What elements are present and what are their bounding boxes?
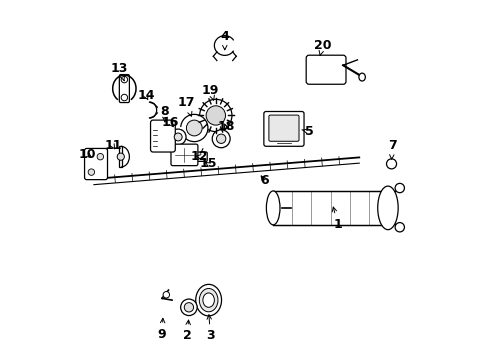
Text: 11: 11 <box>104 139 122 152</box>
Circle shape <box>186 120 202 136</box>
FancyBboxPatch shape <box>150 120 175 152</box>
Ellipse shape <box>266 191 280 225</box>
Text: 5: 5 <box>301 125 313 138</box>
Circle shape <box>180 299 197 316</box>
Circle shape <box>121 76 127 83</box>
Ellipse shape <box>203 293 214 307</box>
FancyBboxPatch shape <box>305 55 346 84</box>
Circle shape <box>206 106 225 125</box>
Text: 12: 12 <box>190 150 208 163</box>
Text: 9: 9 <box>158 318 166 341</box>
Text: 17: 17 <box>177 96 195 116</box>
FancyBboxPatch shape <box>193 152 207 161</box>
Text: 14: 14 <box>137 89 154 102</box>
Circle shape <box>170 129 185 145</box>
Circle shape <box>88 169 94 175</box>
Circle shape <box>394 183 404 193</box>
Circle shape <box>121 94 127 101</box>
FancyBboxPatch shape <box>84 148 107 180</box>
Circle shape <box>199 99 231 132</box>
Circle shape <box>117 153 124 160</box>
Circle shape <box>163 292 169 298</box>
Text: 10: 10 <box>79 148 96 161</box>
Circle shape <box>216 134 225 143</box>
FancyBboxPatch shape <box>268 115 298 141</box>
Circle shape <box>386 159 396 169</box>
FancyBboxPatch shape <box>171 144 198 166</box>
Circle shape <box>97 153 103 160</box>
Text: 20: 20 <box>313 39 331 55</box>
Circle shape <box>174 133 182 141</box>
Bar <box>119 146 122 167</box>
Text: 2: 2 <box>183 320 191 342</box>
Text: 8: 8 <box>160 105 169 122</box>
Text: 4: 4 <box>220 30 229 50</box>
Circle shape <box>180 114 207 141</box>
Circle shape <box>184 303 193 312</box>
Ellipse shape <box>358 73 365 81</box>
Text: 15: 15 <box>199 157 216 170</box>
Text: 18: 18 <box>218 120 235 133</box>
Bar <box>273 191 387 225</box>
Ellipse shape <box>377 186 397 230</box>
Text: 16: 16 <box>161 116 179 129</box>
Text: 19: 19 <box>202 84 219 100</box>
Text: 1: 1 <box>331 207 342 231</box>
FancyBboxPatch shape <box>264 112 304 146</box>
Circle shape <box>394 222 404 232</box>
Text: 3: 3 <box>206 315 214 342</box>
Text: 6: 6 <box>260 174 268 186</box>
Ellipse shape <box>199 288 218 312</box>
Text: 7: 7 <box>387 139 396 159</box>
FancyBboxPatch shape <box>119 75 129 103</box>
Circle shape <box>212 130 230 148</box>
Text: 13: 13 <box>111 62 128 81</box>
Ellipse shape <box>195 284 221 316</box>
